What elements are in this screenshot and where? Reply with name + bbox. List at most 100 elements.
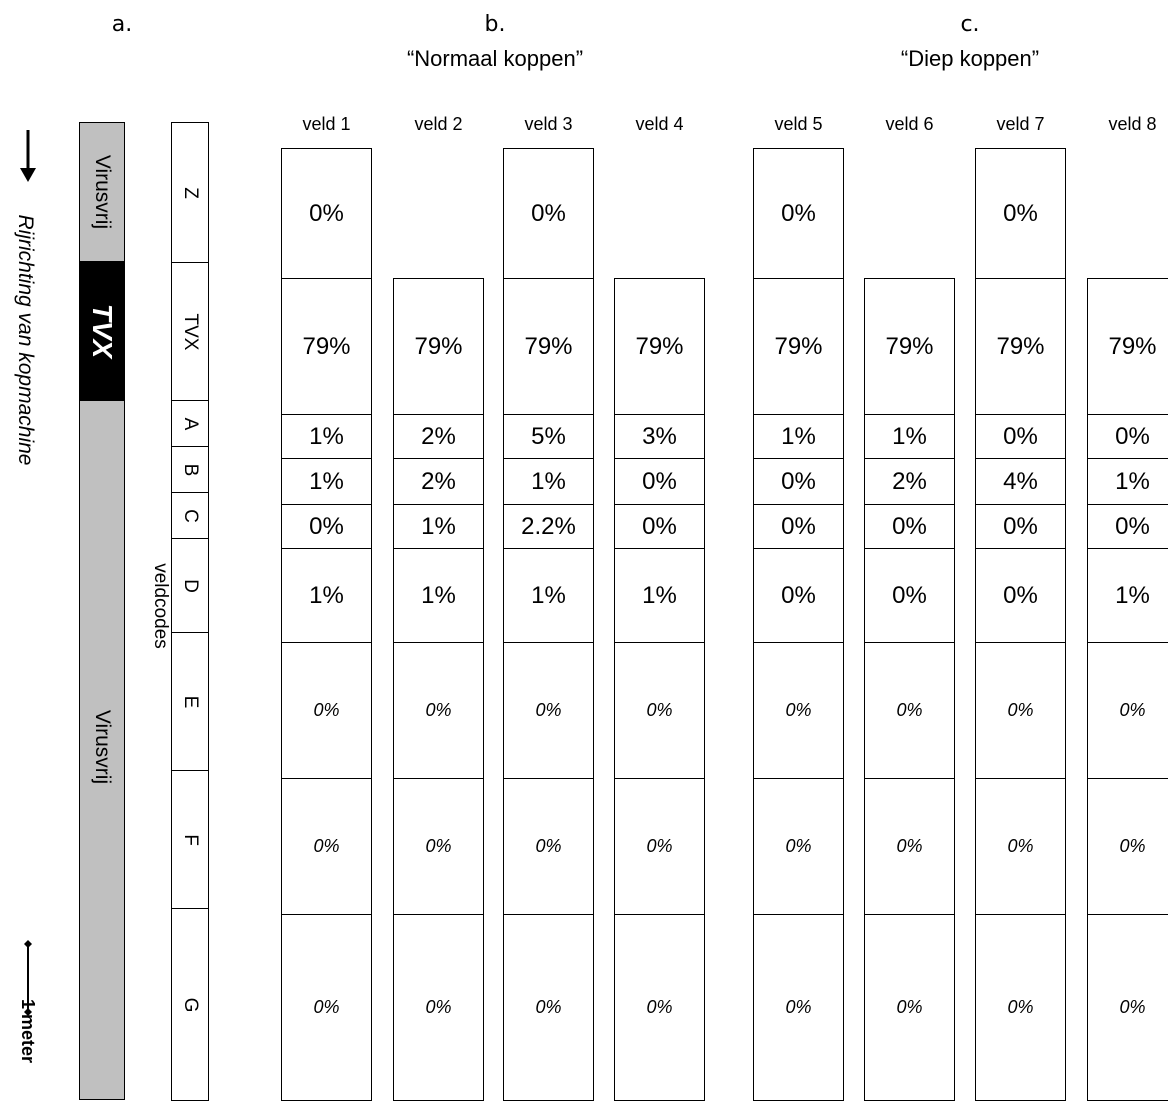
field-cell: 1% bbox=[503, 548, 594, 643]
header-c: c. bbox=[945, 12, 995, 37]
field-cell: 0% bbox=[975, 914, 1066, 1101]
field-cell: 0% bbox=[503, 642, 594, 779]
field-cell: 0% bbox=[614, 642, 705, 779]
field-cell: 79% bbox=[503, 278, 594, 415]
header-b: b. bbox=[470, 12, 520, 37]
field-cell: 0% bbox=[1087, 642, 1168, 779]
field-cell: 0% bbox=[1087, 778, 1168, 915]
field-cell: 3% bbox=[614, 414, 705, 459]
field-cell: 0% bbox=[864, 642, 955, 779]
field-label: veld 3 bbox=[499, 114, 599, 135]
field-label: veld 2 bbox=[389, 114, 489, 135]
field-cell: 79% bbox=[864, 278, 955, 415]
field-cell: 5% bbox=[503, 414, 594, 459]
field-cell: 1% bbox=[614, 548, 705, 643]
veldcode-cell: F bbox=[171, 770, 209, 909]
veldcode-label: TVX bbox=[179, 313, 201, 350]
veldcode-cell: Z bbox=[171, 122, 209, 263]
field-cell: 79% bbox=[393, 278, 484, 415]
veldcode-label: Z bbox=[179, 187, 201, 199]
field-label: veld 6 bbox=[860, 114, 960, 135]
field-cell: 0% bbox=[975, 548, 1066, 643]
field-cell: 0% bbox=[864, 914, 955, 1101]
veldcode-cell: D bbox=[171, 538, 209, 633]
field-cell: 1% bbox=[393, 548, 484, 643]
veldcode-label: F bbox=[179, 834, 201, 846]
field-cell: 0% bbox=[393, 778, 484, 915]
field-cell: 0% bbox=[753, 642, 844, 779]
field-cell: 0% bbox=[753, 914, 844, 1101]
header-a: a. bbox=[100, 12, 144, 37]
veldcode-label: E bbox=[179, 695, 201, 708]
field-cell: 0% bbox=[975, 778, 1066, 915]
veldcode-label: B bbox=[179, 463, 201, 476]
veldcode-label: C bbox=[179, 509, 201, 523]
field-cell: 0% bbox=[281, 148, 372, 279]
field-label: veld 4 bbox=[610, 114, 710, 135]
field-cell: 0% bbox=[753, 458, 844, 505]
field-cell: 0% bbox=[503, 778, 594, 915]
field-label: veld 5 bbox=[749, 114, 849, 135]
field-cell: 1% bbox=[281, 458, 372, 505]
field-cell: 0% bbox=[281, 504, 372, 549]
veldcodes-label: veldcodes bbox=[147, 546, 173, 666]
field-cell: 0% bbox=[753, 148, 844, 279]
field-cell: 0% bbox=[864, 548, 955, 643]
field-cell: 1% bbox=[1087, 548, 1168, 643]
field-cell: 0% bbox=[503, 148, 594, 279]
strip-tvx-label: TVX bbox=[87, 281, 117, 381]
veldcode-cell: A bbox=[171, 400, 209, 447]
field-cell: 0% bbox=[753, 504, 844, 549]
field-cell: 0% bbox=[1087, 914, 1168, 1101]
field-label: veld 1 bbox=[277, 114, 377, 135]
field-cell: 2% bbox=[393, 458, 484, 505]
field-cell: 0% bbox=[281, 642, 372, 779]
veldcode-cell: TVX bbox=[171, 262, 209, 401]
field-cell: 0% bbox=[503, 914, 594, 1101]
field-cell: 0% bbox=[864, 504, 955, 549]
field-label: veld 8 bbox=[1083, 114, 1168, 135]
field-cell: 1% bbox=[1087, 458, 1168, 505]
field-cell: 0% bbox=[614, 458, 705, 505]
veldcode-label: A bbox=[179, 417, 201, 430]
field-cell: 79% bbox=[753, 278, 844, 415]
field-cell: 2% bbox=[393, 414, 484, 459]
veldcode-label: G bbox=[179, 997, 201, 1012]
field-cell: 79% bbox=[975, 278, 1066, 415]
strip-top-label: Virusvrij bbox=[87, 132, 117, 252]
header-c-title: “Diep koppen” bbox=[820, 46, 1120, 72]
field-cell: 1% bbox=[753, 414, 844, 459]
field-cell: 0% bbox=[1087, 414, 1168, 459]
field-cell: 0% bbox=[864, 778, 955, 915]
direction-label: Rijrichting van kopmachine bbox=[12, 180, 38, 500]
veldcode-cell: C bbox=[171, 492, 209, 539]
direction-arrow-icon bbox=[18, 130, 38, 182]
veldcode-cell: B bbox=[171, 446, 209, 493]
field-cell: 0% bbox=[1087, 504, 1168, 549]
field-cell: 79% bbox=[281, 278, 372, 415]
field-cell: 1% bbox=[393, 504, 484, 549]
field-cell: 1% bbox=[281, 548, 372, 643]
field-cell: 1% bbox=[503, 458, 594, 505]
field-cell: 0% bbox=[393, 914, 484, 1101]
field-cell: 2% bbox=[864, 458, 955, 505]
veldcode-cell: E bbox=[171, 632, 209, 771]
field-cell: 0% bbox=[975, 504, 1066, 549]
field-cell: 0% bbox=[975, 148, 1066, 279]
veldcode-label: D bbox=[179, 579, 201, 593]
field-cell: 0% bbox=[281, 914, 372, 1101]
field-cell: 0% bbox=[614, 914, 705, 1101]
header-b-title: “Normaal koppen” bbox=[345, 46, 645, 72]
field-cell: 0% bbox=[393, 642, 484, 779]
strip-bottom-label: Virusvrij bbox=[87, 687, 117, 807]
scale-label: 1 meter bbox=[16, 999, 40, 1099]
field-label: veld 7 bbox=[971, 114, 1071, 135]
field-cell: 0% bbox=[614, 778, 705, 915]
field-cell: 0% bbox=[975, 642, 1066, 779]
field-cell: 0% bbox=[753, 548, 844, 643]
field-cell: 0% bbox=[281, 778, 372, 915]
field-cell: 1% bbox=[281, 414, 372, 459]
field-cell: 79% bbox=[1087, 278, 1168, 415]
field-cell: 2.2% bbox=[503, 504, 594, 549]
field-cell: 0% bbox=[614, 504, 705, 549]
